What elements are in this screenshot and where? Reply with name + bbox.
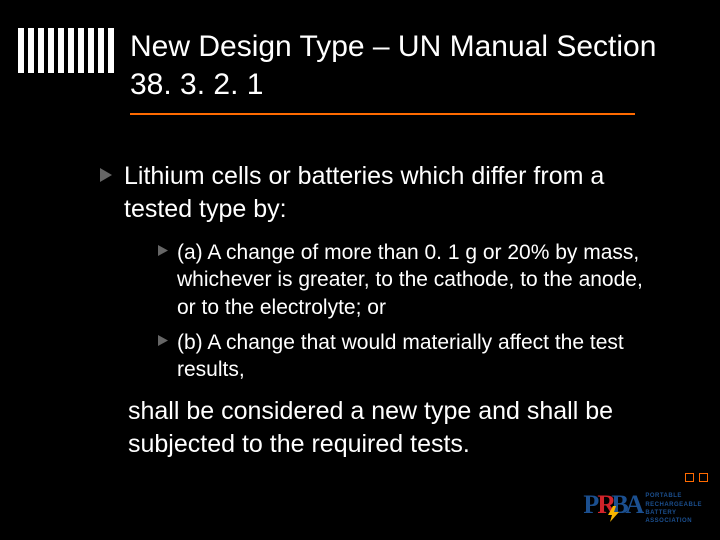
logo-letter-a: A xyxy=(625,490,643,520)
closing-text: shall be considered a new type and shall… xyxy=(128,395,660,460)
title-underline xyxy=(130,113,635,115)
sub-bullets: (a) A change of more than 0. 1 g or 20% … xyxy=(158,239,660,383)
bullet-sub-a: (a) A change of more than 0. 1 g or 20% … xyxy=(177,239,660,321)
slide: New Design Type – UN Manual Section 38. … xyxy=(0,0,720,540)
bullet-main-text: Lithium cells or batteries which differ … xyxy=(124,160,660,225)
bullet-level1: Lithium cells or batteries which differ … xyxy=(100,160,660,225)
bullet-sub-b: (b) A change that would materially affec… xyxy=(177,329,660,384)
arrow-icon xyxy=(158,245,169,256)
logo-sub-line: PORTABLE xyxy=(645,492,702,500)
bullet-level2: (a) A change of more than 0. 1 g or 20% … xyxy=(158,239,660,321)
title-stripes xyxy=(18,28,114,73)
decor-square xyxy=(699,473,708,482)
prba-logo: P R B A PORTABLE RECHARGEABLE BATTERY AS… xyxy=(583,492,702,526)
content-area: Lithium cells or batteries which differ … xyxy=(100,160,660,460)
title-block: New Design Type – UN Manual Section 38. … xyxy=(130,28,680,115)
logo-sub-line: RECHARGEABLE xyxy=(645,501,702,509)
bolt-icon xyxy=(605,506,623,522)
arrow-icon xyxy=(100,168,114,182)
bullet-level2: (b) A change that would materially affec… xyxy=(158,329,660,384)
decor-square xyxy=(685,473,694,482)
arrow-icon xyxy=(158,335,169,346)
logo-mark: P R B A xyxy=(583,492,639,526)
logo-letter-p: P xyxy=(583,490,598,520)
slide-title: New Design Type – UN Manual Section 38. … xyxy=(130,28,680,103)
logo-sub-line: ASSOCIATION xyxy=(645,517,702,525)
logo-sub-line: BATTERY xyxy=(645,509,702,517)
logo-subtitle: PORTABLE RECHARGEABLE BATTERY ASSOCIATIO… xyxy=(645,492,702,526)
